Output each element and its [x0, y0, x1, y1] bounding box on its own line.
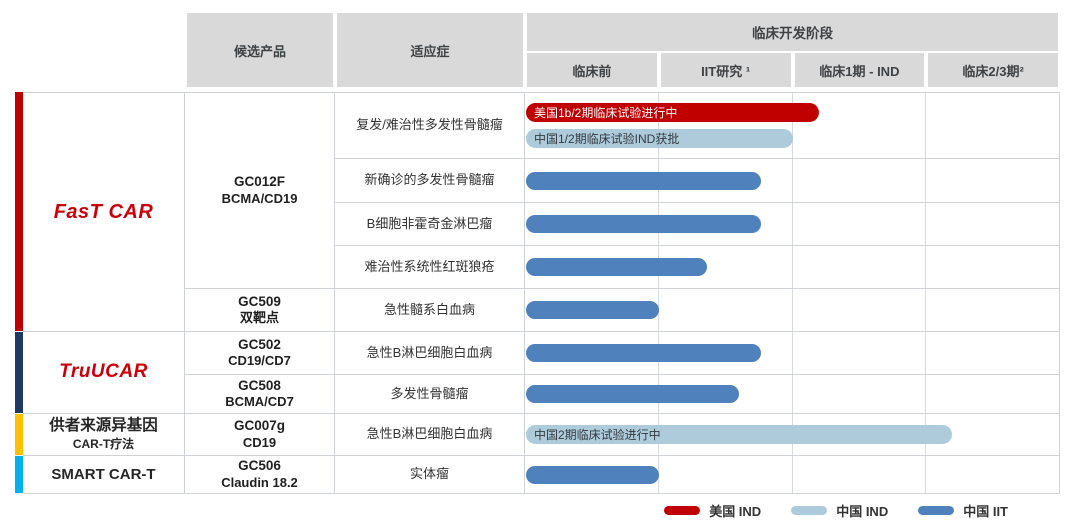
smart-cart-label: SMART CAR-T [51, 465, 156, 483]
product-target: BCMA/CD19 [221, 190, 298, 206]
platform-donor-line2: CAR-T疗法 [72, 437, 135, 452]
indication-ball-2: 急性B淋巴细胞白血病 [335, 414, 525, 456]
bar-cn-iit-bnhl [526, 215, 761, 233]
product-code: GC509 [238, 293, 281, 309]
platform-smart-cart: SMART CAR-T [23, 456, 185, 494]
product-code: GC502 [238, 336, 281, 352]
product-code: GC012F [233, 174, 286, 190]
col-header-product: 候选产品 [187, 13, 333, 87]
product-gc508: GC508 BCMA/CD7 [185, 375, 335, 414]
bar-cn-iit-solid-tumor [526, 465, 660, 484]
group-strip-smart [15, 456, 23, 494]
legend-label-us-ind: 美国 IND [709, 504, 762, 519]
bar-cn-iit-ndmm [526, 171, 761, 190]
product-code: GC007g [233, 418, 286, 434]
fastcar-logo: FasT CAR [53, 201, 154, 223]
product-gc012f: GC012F BCMA/CD19 [185, 92, 335, 289]
legend-swatch-cn-iit [918, 506, 955, 515]
bar-cn-iit-aml [526, 301, 660, 319]
pipeline-bars-row-5 [525, 289, 1060, 332]
col-header-stage-group: 临床开发阶段 [527, 13, 1058, 51]
indication-solid-tumor: 实体瘤 [335, 456, 525, 494]
group-strip-donor [15, 414, 23, 456]
legend-swatch-cn-ind [791, 506, 828, 515]
pipeline-bars-row-7 [525, 375, 1060, 414]
product-target: CD19/CD7 [228, 353, 291, 369]
bar-cn-iit-mm [526, 385, 740, 403]
bar-cn-ind-ball: 中国2期临床试验进行中 [526, 425, 953, 444]
legend-item-us-ind: 美国 IND [664, 501, 761, 520]
product-target: 双靶点 [239, 310, 279, 326]
legend-swatch-us-ind [664, 506, 701, 515]
pipeline-bars-row-8: 中国2期临床试验进行中 [525, 414, 1060, 456]
platform-truucar: TruUCAR [23, 332, 185, 414]
indication-sle: 难治性系统性红斑狼疮 [335, 246, 525, 289]
pipeline-table: 候选产品 适应症 临床开发阶段 临床前 IIT研究 ¹ 临床1期 - IND 临… [15, 12, 1060, 494]
legend: 美国 IND 中国 IND 中国 IIT [664, 501, 1008, 520]
legend-item-cn-iit: 中国 IIT [918, 501, 1008, 520]
bar-cn-ind-rrmm: 中国1/2期临床试验IND获批 [526, 129, 793, 148]
product-target: CD19 [242, 434, 277, 450]
product-gc502: GC502 CD19/CD7 [185, 332, 335, 375]
col-header-preclinical: 临床前 [527, 53, 657, 87]
indication-bnhl: B细胞非霍奇金淋巴瘤 [335, 203, 525, 246]
product-gc509: GC509 双靶点 [185, 289, 335, 332]
pipeline-bars-row-3 [525, 203, 1060, 246]
platform-donor-allogeneic: 供者来源异基因 CAR-T疗法 [23, 414, 185, 456]
legend-label-cn-ind: 中国 IND [836, 504, 889, 519]
legend-label-cn-iit: 中国 IIT [963, 504, 1008, 519]
col-header-iit: IIT研究 ¹ [660, 53, 791, 87]
truucar-logo: TruUCAR [59, 361, 148, 383]
product-gc506: GC506 Claudin 18.2 [185, 456, 335, 494]
pipeline-bars-row-1: 美国1b/2期临床试验进行中 中国1/2期临床试验IND获批 [525, 92, 1060, 159]
platform-donor-line1: 供者来源异基因 [49, 417, 158, 435]
product-target: Claudin 18.2 [221, 474, 298, 490]
indication-aml: 急性髓系白血病 [335, 289, 525, 332]
bar-us-ind-rrmm: 美国1b/2期临床试验进行中 [526, 103, 820, 122]
pipeline-bars-row-9 [525, 456, 1060, 494]
product-gc007g: GC007g CD19 [185, 414, 335, 456]
group-strip-truucar [15, 332, 23, 414]
pipeline-bars-row-2 [525, 159, 1060, 203]
pipeline-bars-row-4 [525, 246, 1060, 289]
legend-item-cn-ind: 中国 IND [791, 501, 888, 520]
indication-mm: 多发性骨髓瘤 [335, 375, 525, 414]
indication-ball-1: 急性B淋巴细胞白血病 [335, 332, 525, 375]
pipeline-bars-row-6 [525, 332, 1060, 375]
product-code: GC506 [238, 458, 281, 474]
group-strip-fastcar [15, 92, 23, 332]
indication-nd-mm: 新确诊的多发性骨髓瘤 [335, 159, 525, 203]
bar-cn-iit-ball-1 [526, 344, 761, 362]
col-header-phase23: 临床2/3期² [928, 53, 1058, 87]
platform-fastcar: FasT CAR [23, 92, 185, 332]
product-code: GC508 [238, 377, 281, 393]
indication-rr-mm: 复发/难治性多发性骨髓瘤 [335, 92, 525, 159]
col-header-phase1-ind: 临床1期 - IND [794, 53, 925, 87]
col-header-indication: 适应症 [337, 13, 523, 87]
bar-cn-iit-sle [526, 258, 708, 276]
product-target: BCMA/CD7 [225, 394, 294, 410]
